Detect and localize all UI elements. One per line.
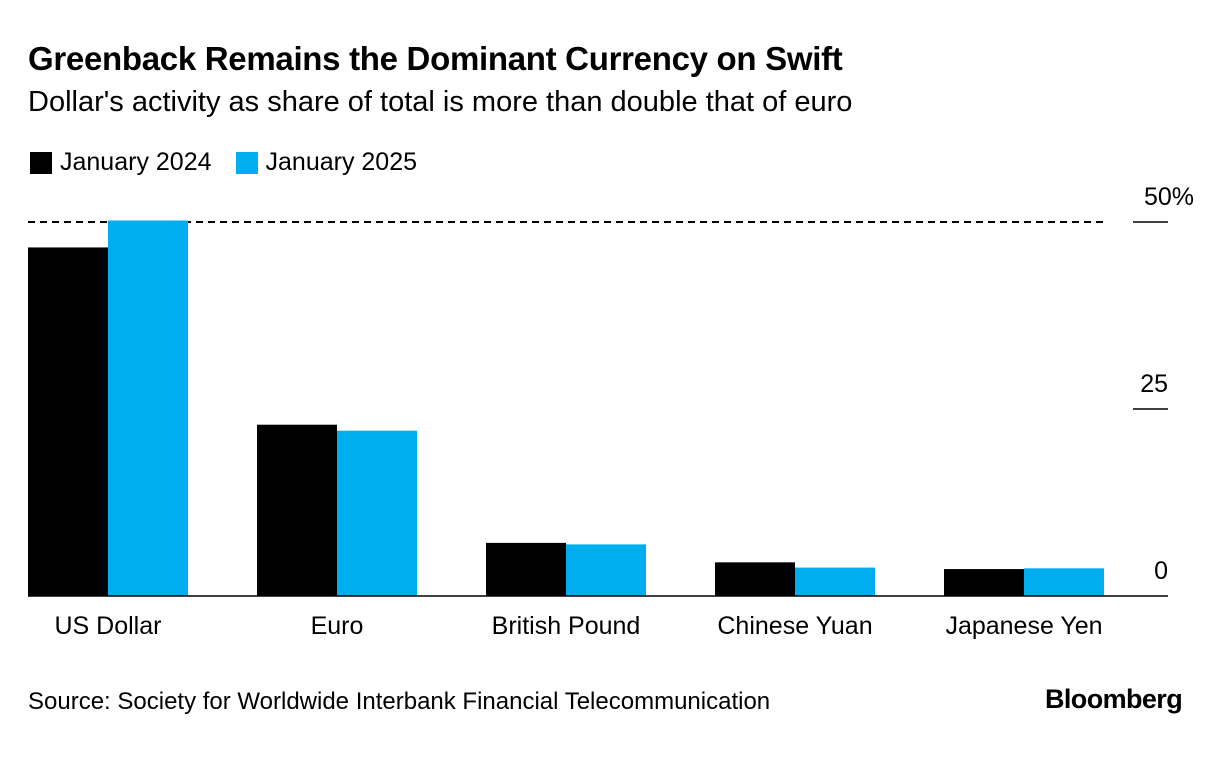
bar-chinese-yuan-january-2025 (795, 567, 875, 596)
legend-swatch-january-2025 (235, 151, 258, 174)
legend-item-january-2025: January 2025 (235, 148, 418, 177)
bar-japanese-yen-january-2024 (944, 569, 1024, 596)
bar-chinese-yuan-january-2024 (715, 562, 795, 596)
legend-item-january-2024: January 2024 (30, 148, 212, 177)
y-tick-label-25: 25 (1140, 370, 1168, 398)
source-note: Source: Society for Worldwide Interbank … (28, 688, 771, 715)
x-tick-label-japanese-yen: Japanese Yen (945, 612, 1102, 640)
chart-subtitle: Dollar's activity as share of total is m… (28, 86, 853, 118)
x-tick-label-euro: Euro (311, 612, 364, 640)
legend: January 2024 January 2025 (30, 148, 441, 177)
legend-swatch-january-2024 (30, 151, 52, 174)
y-tick-label-0: 0 (1154, 557, 1168, 585)
bar-british-pound-january-2024 (486, 542, 566, 596)
legend-label-january-2025: January 2025 (265, 148, 418, 176)
bar-us-dollar-january-2025 (108, 220, 188, 596)
x-tick-label-chinese-yuan: Chinese Yuan (717, 612, 872, 640)
bar-euro-january-2024 (257, 424, 337, 596)
chart-title: Greenback Remains the Dominant Currency … (28, 40, 843, 77)
legend-label-january-2024: January 2024 (60, 148, 212, 176)
bloomberg-logo: Bloomberg (1045, 684, 1183, 714)
bar-us-dollar-january-2024 (28, 247, 108, 596)
bar-japanese-yen-january-2025 (1024, 568, 1104, 596)
x-tick-label-us-dollar: US Dollar (55, 612, 162, 640)
bar-euro-january-2025 (337, 430, 417, 596)
y-tick-label-50: 50% (1144, 183, 1194, 211)
bar-british-pound-january-2025 (566, 544, 646, 596)
x-tick-label-british-pound: British Pound (492, 612, 641, 640)
